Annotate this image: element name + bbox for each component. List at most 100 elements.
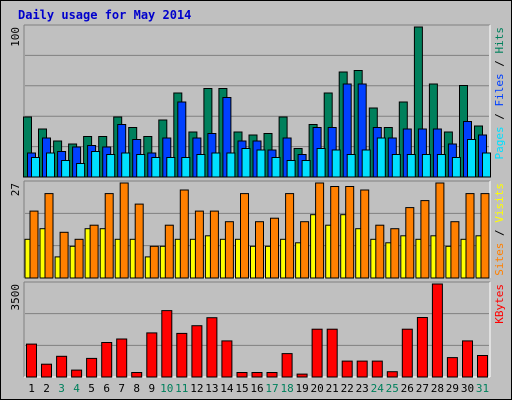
bar-pages-day-2 [46, 152, 55, 178]
bar-sites-day-13 [209, 210, 219, 279]
bar-sites-day-31 [480, 193, 490, 279]
bar-pages-day-16 [256, 149, 266, 178]
x-tick-day-27: 27 [416, 382, 429, 395]
bar-sites-day-27 [420, 200, 430, 279]
y-label-part: Sites [493, 243, 506, 276]
x-tick-day-3: 3 [58, 382, 65, 395]
x-tick-day-16: 16 [250, 382, 263, 395]
bar-pages-day-15 [241, 148, 251, 178]
bar-sites-day-16 [255, 221, 264, 279]
bar-sites-day-2 [44, 193, 54, 279]
bar-sites-day-25 [390, 228, 400, 279]
bar-kbytes-day-12 [191, 325, 203, 378]
bar-kbytes-day-30 [462, 340, 473, 378]
bar-kbytes-day-25 [386, 371, 398, 378]
x-tick-day-14: 14 [220, 382, 234, 395]
bar-sites-day-18 [285, 193, 295, 279]
x-tick-day-11: 11 [175, 382, 188, 395]
x-tick-day-18: 18 [280, 382, 293, 395]
x-tick-day-30: 30 [461, 382, 474, 395]
bar-kbytes-day-19 [296, 373, 308, 378]
x-tick-day-31: 31 [476, 382, 489, 395]
bar-kbytes-day-21 [326, 328, 338, 378]
bar-kbytes-day-15 [236, 372, 248, 378]
x-tick-day-20: 20 [310, 382, 323, 395]
bar-kbytes-day-31 [477, 355, 488, 378]
bar-kbytes-day-17 [266, 372, 278, 378]
x-tick-day-5: 5 [88, 382, 95, 395]
y-tick-max-kbytes: 3500 [9, 284, 22, 311]
x-tick-day-13: 13 [205, 382, 218, 395]
bar-kbytes-day-4 [71, 369, 83, 378]
bar-sites-day-14 [224, 221, 234, 279]
bar-pages-day-24 [376, 137, 386, 178]
bar-pages-day-29 [451, 157, 461, 178]
bar-pages-day-1 [31, 157, 40, 178]
bar-pages-day-19 [301, 160, 311, 178]
bar-sites-day-23 [360, 189, 370, 279]
bar-pages-day-8 [136, 154, 146, 178]
x-tick-day-21: 21 [326, 382, 339, 395]
bar-sites-day-5 [89, 224, 99, 279]
y-label-part: Files [493, 73, 506, 106]
bar-sites-day-11 [179, 189, 189, 279]
x-tick-day-9: 9 [148, 382, 155, 395]
bar-pages-day-31 [482, 152, 491, 178]
bar-kbytes-day-9 [146, 332, 158, 378]
y-label-part: Pages [493, 126, 506, 159]
bar-kbytes-day-1 [26, 343, 37, 378]
bar-sites-day-8 [134, 203, 144, 279]
bar-kbytes-day-20 [311, 328, 323, 378]
bar-pages-day-27 [421, 154, 431, 178]
bar-kbytes-day-22 [341, 360, 353, 378]
bar-pages-day-10 [166, 157, 176, 178]
bar-pages-day-23 [361, 149, 371, 178]
bar-pages-day-4 [76, 163, 86, 178]
bar-sites-day-17 [270, 217, 279, 279]
bar-sites-day-30 [465, 193, 475, 279]
x-tick-day-25: 25 [386, 382, 399, 395]
bar-pages-day-11 [181, 157, 191, 178]
x-tick-day-10: 10 [160, 382, 173, 395]
bar-pages-day-25 [391, 154, 401, 178]
bar-sites-day-24 [375, 224, 385, 279]
bar-kbytes-day-29 [446, 357, 458, 378]
bar-sites-day-9 [149, 245, 159, 279]
bar-pages-day-3 [61, 160, 71, 178]
x-tick-day-17: 17 [265, 382, 278, 395]
bar-kbytes-day-24 [371, 360, 383, 378]
bar-kbytes-day-27 [416, 317, 428, 378]
bar-pages-day-9 [151, 157, 161, 178]
bar-kbytes-day-11 [176, 332, 188, 378]
bar-pages-day-21 [331, 149, 341, 178]
x-tick-day-19: 19 [295, 382, 308, 395]
bar-sites-day-19 [300, 221, 310, 279]
bar-sites-day-6 [104, 193, 114, 279]
y-label-part: Hits [493, 27, 506, 54]
bar-sites-day-4 [74, 238, 84, 279]
bar-sites-day-7 [119, 182, 129, 279]
bar-pages-day-14 [226, 152, 236, 178]
bar-pages-day-22 [346, 154, 356, 178]
x-tick-day-2: 2 [43, 382, 50, 395]
x-tick-day-4: 4 [73, 382, 80, 395]
bar-pages-day-26 [406, 154, 416, 178]
bar-sites-day-1 [29, 210, 39, 279]
bar-sites-day-15 [240, 193, 249, 279]
bar-pages-day-18 [286, 160, 296, 178]
x-tick-day-6: 6 [103, 382, 110, 395]
bar-sites-day-29 [450, 221, 460, 279]
bar-pages-day-20 [316, 148, 326, 178]
bar-kbytes-day-23 [356, 360, 368, 378]
x-tick-day-26: 26 [401, 382, 414, 395]
bar-pages-day-5 [91, 151, 101, 178]
bar-pages-day-6 [106, 154, 116, 178]
bar-sites-day-12 [194, 210, 204, 279]
bar-sites-day-10 [164, 224, 174, 279]
bar-kbytes-day-3 [56, 355, 68, 378]
bar-kbytes-day-18 [281, 353, 293, 378]
bar-sites-day-22 [345, 186, 355, 279]
bar-kbytes-day-7 [116, 338, 128, 378]
bar-pages-day-13 [211, 152, 221, 178]
y-label-hits-files-pages: Pages / Files / Hits [493, 27, 506, 160]
